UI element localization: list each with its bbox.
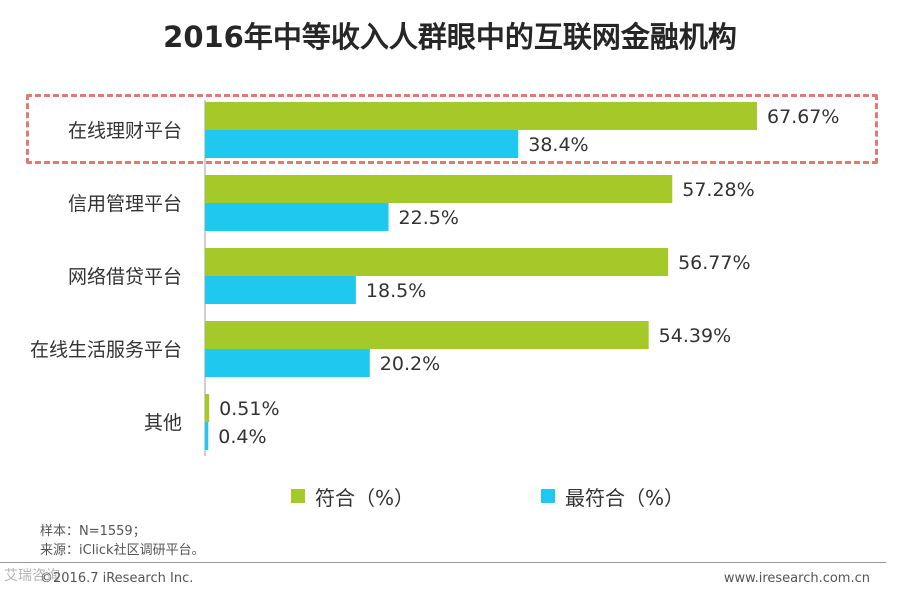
category-label: 网络借贷平台 <box>68 266 182 288</box>
bar-fuhe <box>205 102 757 130</box>
data-label-zuifuhe: 20.2% <box>380 353 440 375</box>
bar-zuifuhe <box>205 349 370 377</box>
category-label: 其他 <box>144 412 182 434</box>
data-label-fuhe: 56.77% <box>678 252 750 274</box>
source-note: 来源：iClick社区调研平台。 <box>40 543 205 558</box>
category-label: 在线理财平台 <box>68 120 182 142</box>
data-label-fuhe: 54.39% <box>659 325 731 347</box>
legend-swatch-zuifuhe <box>541 489 555 503</box>
website-link[interactable]: www.iresearch.com.cn <box>723 571 870 586</box>
copyright-text: ©2016.7 iResearch Inc. <box>40 571 194 586</box>
bar-fuhe <box>205 394 210 422</box>
bar-fuhe <box>205 248 669 276</box>
bar-fuhe <box>205 175 673 203</box>
sample-note: 样本：N=1559； <box>40 524 146 539</box>
data-label-fuhe: 57.28% <box>682 179 754 201</box>
category-label: 信用管理平台 <box>68 193 182 215</box>
legend-item-zuifuhe: 最符合（%） <box>541 484 685 510</box>
data-label-zuifuhe: 38.4% <box>528 134 588 156</box>
data-label-zuifuhe: 22.5% <box>399 207 459 229</box>
data-label-fuhe: 0.51% <box>219 398 279 420</box>
highlight-box <box>26 94 878 164</box>
data-label-fuhe: 67.67% <box>767 106 839 128</box>
footer-divider <box>0 562 886 563</box>
legend-swatch-fuhe <box>291 489 305 503</box>
legend-label-fuhe: 符合（%） <box>315 485 415 510</box>
bar-zuifuhe <box>205 276 356 304</box>
category-label: 在线生活服务平台 <box>30 339 182 361</box>
bar-zuifuhe <box>205 130 519 158</box>
legend-label-zuifuhe: 最符合（%） <box>565 485 685 510</box>
legend-item-fuhe: 符合（%） <box>291 484 415 510</box>
bar-fuhe <box>205 321 649 349</box>
bar-zuifuhe <box>205 422 209 450</box>
watermark-text: 艾瑞咨询 <box>4 568 60 584</box>
bar-zuifuhe <box>205 203 389 231</box>
data-label-zuifuhe: 18.5% <box>366 280 426 302</box>
chart-title: 2016年中等收入人群眼中的互联网金融机构 <box>163 20 737 54</box>
data-label-zuifuhe: 0.4% <box>218 426 266 448</box>
